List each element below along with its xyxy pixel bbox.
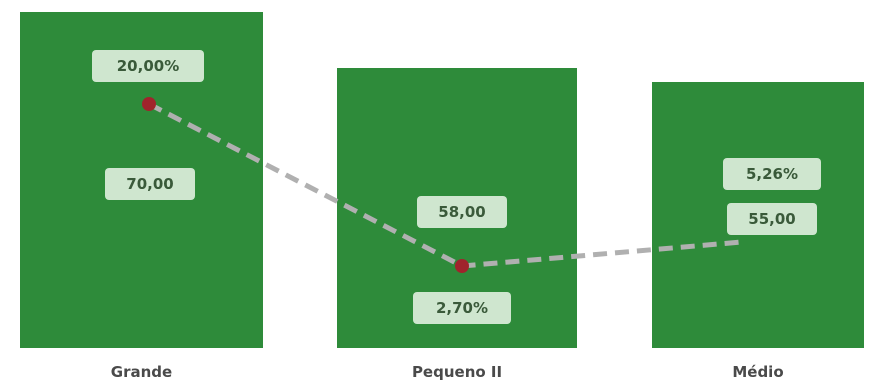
line-marker	[455, 259, 469, 273]
bar-value-label: 70,00	[105, 168, 195, 200]
bar-value-label-text: 58,00	[438, 203, 485, 221]
labels-layer: 70,00 58,00 55,00 20,00% 2,70% 5,26%	[92, 50, 821, 324]
line-value-label-text: 5,26%	[746, 165, 798, 183]
category-label: Médio	[732, 363, 783, 381]
line-value-label-text: 20,00%	[117, 57, 179, 75]
bar-value-label: 58,00	[417, 196, 507, 228]
category-label: Pequeno II	[412, 363, 502, 381]
line-value-label: 5,26%	[723, 158, 821, 190]
category-label: Grande	[111, 363, 172, 381]
bar-value-label-text: 55,00	[748, 210, 795, 228]
line-value-label-text: 2,70%	[436, 299, 488, 317]
line-marker	[142, 97, 156, 111]
line-layer	[142, 97, 743, 273]
bar-value-label-text: 70,00	[126, 175, 173, 193]
bar-value-label: 55,00	[727, 203, 817, 235]
line-value-label: 2,70%	[413, 292, 511, 324]
x-axis-labels: Grande Pequeno II Médio	[111, 363, 784, 381]
line-value-label: 20,00%	[92, 50, 204, 82]
